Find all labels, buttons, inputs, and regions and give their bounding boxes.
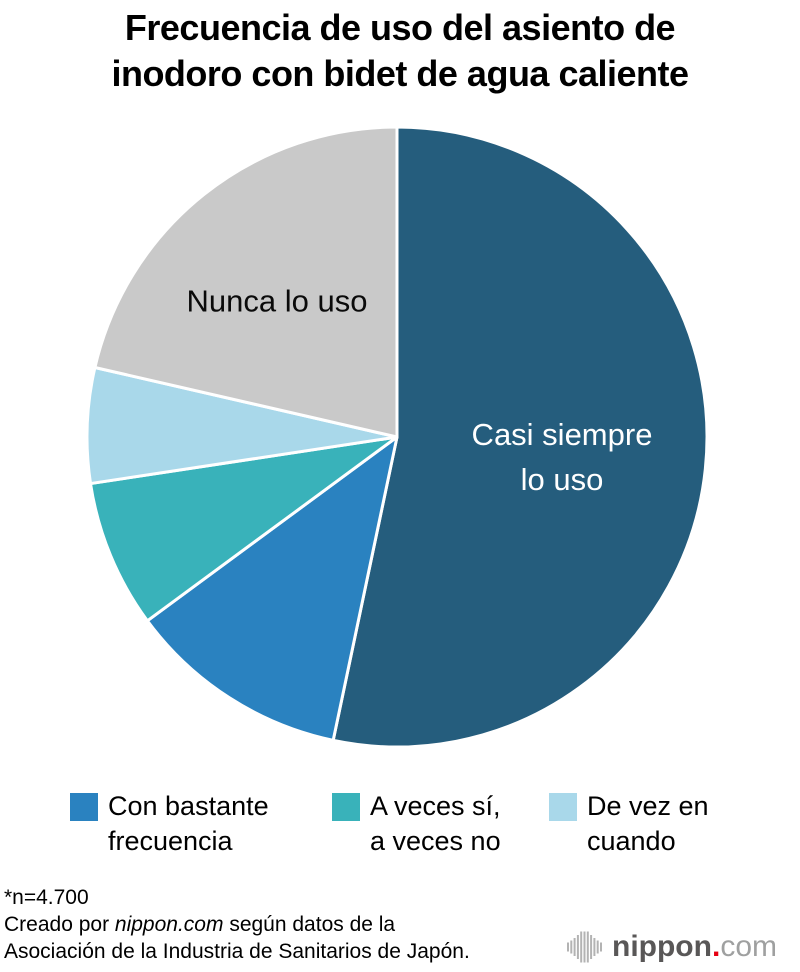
- footnote-credit-line1: Creado por nippon.com según datos de la: [4, 911, 470, 938]
- pie-slice-1: [145, 435, 399, 742]
- legend-item-a-veces: A veces sí, a veces no: [332, 789, 501, 859]
- pie-slices: [85, 125, 709, 749]
- slice-label-casi-siempre: Casi siempre lo uso: [471, 417, 653, 497]
- pie-slice-0: [331, 125, 709, 749]
- logo-tld: com: [720, 930, 777, 963]
- logo-name: nippon: [612, 930, 712, 963]
- soundwave-icon: [567, 931, 602, 963]
- soundwave-bar: [570, 940, 573, 954]
- footnote-credit-suffix: según datos de la: [223, 913, 396, 936]
- pie-slice-4: [93, 125, 399, 439]
- footnote: *n=4.700 Creado por nippon.com según dat…: [4, 884, 470, 965]
- slice-label-nunca: Nunca lo uso: [186, 283, 368, 319]
- legend-item-con-bastante: Con bastante frecuencia: [70, 789, 269, 859]
- footnote-credit-source: nippon.com: [114, 913, 224, 936]
- soundwave-bar: [593, 938, 596, 956]
- logo-dot: .: [711, 930, 721, 963]
- legend-label-a-veces: A veces sí, a veces no: [370, 791, 501, 856]
- soundwave-bar: [600, 942, 602, 952]
- chart-title: Frecuencia de uso del asiento de inodoro…: [111, 7, 689, 94]
- legend-label-de-vez: De vez en cuando: [587, 791, 709, 856]
- footnote-sample-size: *n=4.700: [4, 886, 89, 909]
- soundwave-bar: [576, 935, 579, 959]
- soundwave-bar: [583, 931, 586, 963]
- legend-swatch-a-veces: [332, 793, 360, 821]
- soundwave-bar: [573, 938, 576, 956]
- soundwave-bar: [567, 942, 569, 952]
- legend-item-de-vez: De vez en cuando: [549, 789, 709, 859]
- nippon-logo: nippon.com: [566, 929, 777, 965]
- soundwave-bar: [580, 931, 583, 963]
- footnote-credit-line2: Asociación de la Industria de Sanitarios…: [4, 940, 470, 963]
- soundwave-bar: [590, 935, 593, 959]
- legend-swatch-con-bastante: [70, 793, 98, 821]
- legend-label-con-bastante: Con bastante frecuencia: [108, 791, 269, 856]
- legend-swatch-de-vez: [549, 793, 577, 821]
- pie-slice-2: [89, 435, 399, 623]
- footnote-credit-prefix: Creado por: [4, 913, 115, 936]
- nippon-logo-text: nippon.com: [612, 930, 777, 964]
- soundwave-bar: [596, 940, 599, 954]
- soundwave-bar: [586, 931, 589, 963]
